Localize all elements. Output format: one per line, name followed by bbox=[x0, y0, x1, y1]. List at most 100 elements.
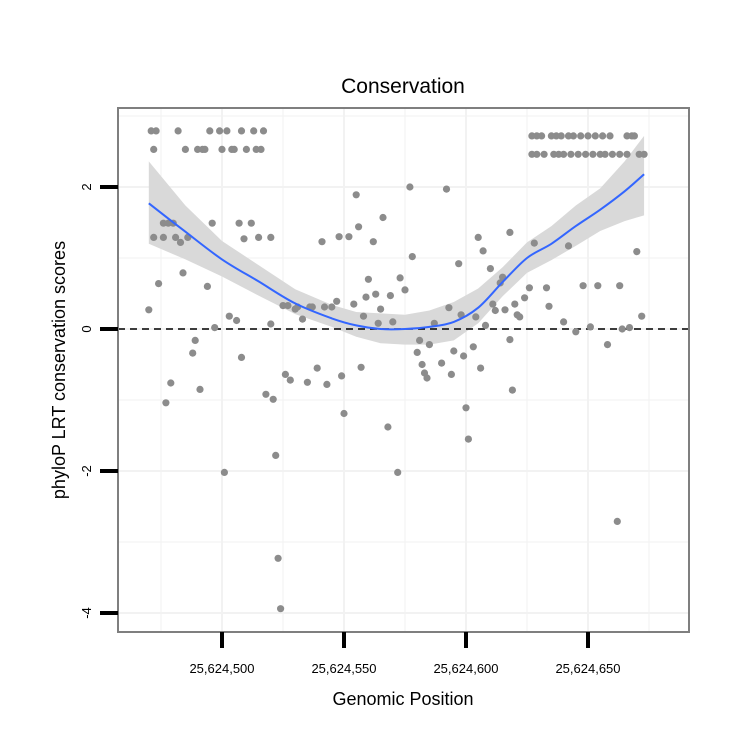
data-point bbox=[584, 132, 592, 140]
data-point bbox=[486, 265, 494, 273]
data-point bbox=[530, 239, 538, 247]
data-point bbox=[567, 150, 575, 158]
data-point bbox=[286, 376, 294, 384]
data-point bbox=[406, 183, 414, 191]
data-point bbox=[155, 280, 163, 288]
data-point bbox=[191, 336, 199, 344]
points-layer bbox=[145, 127, 648, 613]
data-point bbox=[521, 294, 529, 302]
data-point bbox=[625, 324, 634, 332]
y-tick-label: 2 bbox=[79, 183, 94, 190]
data-point bbox=[481, 321, 490, 329]
data-point bbox=[511, 300, 519, 308]
data-point bbox=[589, 150, 597, 158]
data-point bbox=[150, 145, 158, 153]
data-point bbox=[450, 347, 458, 355]
data-point bbox=[181, 145, 189, 153]
data-point bbox=[333, 297, 341, 305]
data-point bbox=[569, 132, 578, 140]
data-point bbox=[225, 312, 233, 320]
data-point bbox=[220, 468, 228, 476]
data-point bbox=[308, 303, 316, 311]
data-point bbox=[508, 386, 516, 394]
data-point bbox=[506, 336, 514, 344]
data-point bbox=[572, 328, 580, 336]
x-tick-label: 25,624,550 bbox=[311, 661, 376, 676]
data-point bbox=[345, 233, 353, 241]
data-point bbox=[328, 303, 336, 311]
y-tick-label: 0 bbox=[79, 325, 94, 332]
data-point bbox=[352, 191, 360, 199]
data-point bbox=[235, 219, 243, 227]
data-point bbox=[284, 302, 292, 310]
y-axis-ticks: -4 -2 0 2 bbox=[79, 183, 118, 619]
data-point bbox=[425, 341, 433, 349]
data-point bbox=[323, 380, 331, 388]
data-point bbox=[359, 312, 368, 320]
data-point bbox=[267, 320, 275, 328]
data-point bbox=[162, 399, 170, 407]
data-point bbox=[540, 150, 548, 158]
data-point bbox=[255, 233, 263, 241]
data-point bbox=[438, 359, 446, 367]
data-point bbox=[474, 233, 482, 241]
data-point bbox=[240, 235, 248, 243]
data-point bbox=[413, 348, 421, 356]
data-point bbox=[364, 275, 372, 283]
smooth-fit-line bbox=[148, 173, 645, 331]
data-point bbox=[396, 274, 404, 282]
confidence-ribbon bbox=[148, 135, 645, 345]
data-point bbox=[172, 233, 180, 241]
data-point bbox=[152, 127, 160, 135]
data-point bbox=[233, 316, 241, 325]
data-point bbox=[357, 363, 365, 371]
data-point bbox=[401, 286, 409, 294]
data-point bbox=[259, 127, 268, 135]
data-point bbox=[281, 370, 289, 378]
data-point bbox=[560, 150, 568, 158]
data-point bbox=[313, 364, 321, 372]
data-point bbox=[277, 605, 285, 613]
data-point bbox=[469, 343, 477, 351]
data-point bbox=[525, 284, 534, 292]
data-point bbox=[623, 150, 631, 158]
data-point bbox=[608, 150, 617, 158]
x-tick-label: 25,624,600 bbox=[433, 661, 498, 676]
data-point bbox=[237, 127, 246, 135]
data-point bbox=[201, 145, 209, 153]
data-point bbox=[159, 233, 167, 241]
data-point bbox=[618, 325, 626, 333]
data-point bbox=[472, 313, 480, 321]
y-tick-label: -4 bbox=[79, 607, 94, 619]
data-point bbox=[616, 150, 624, 158]
data-point bbox=[230, 145, 238, 153]
x-tick-label: 25,624,500 bbox=[189, 661, 254, 676]
data-point bbox=[267, 233, 275, 241]
data-point bbox=[545, 302, 553, 310]
data-point bbox=[445, 304, 453, 312]
data-point bbox=[423, 374, 431, 382]
data-point bbox=[369, 238, 377, 246]
data-point bbox=[179, 269, 187, 277]
data-point bbox=[640, 150, 648, 158]
data-point bbox=[274, 554, 282, 562]
chart-title: Conservation bbox=[341, 75, 465, 98]
data-point bbox=[257, 145, 265, 153]
data-point bbox=[479, 247, 487, 255]
data-point bbox=[542, 284, 551, 292]
data-point bbox=[150, 233, 158, 241]
data-point bbox=[145, 306, 153, 314]
data-point bbox=[616, 282, 624, 290]
data-point bbox=[242, 145, 250, 153]
data-point bbox=[457, 311, 465, 319]
data-point bbox=[557, 132, 565, 140]
data-point bbox=[389, 318, 397, 326]
data-point bbox=[416, 336, 424, 344]
data-point bbox=[603, 341, 612, 349]
data-point bbox=[582, 150, 590, 158]
data-point bbox=[477, 364, 485, 372]
data-point bbox=[586, 323, 595, 331]
x-tick-label: 25,624,650 bbox=[555, 661, 620, 676]
data-point bbox=[377, 305, 385, 313]
